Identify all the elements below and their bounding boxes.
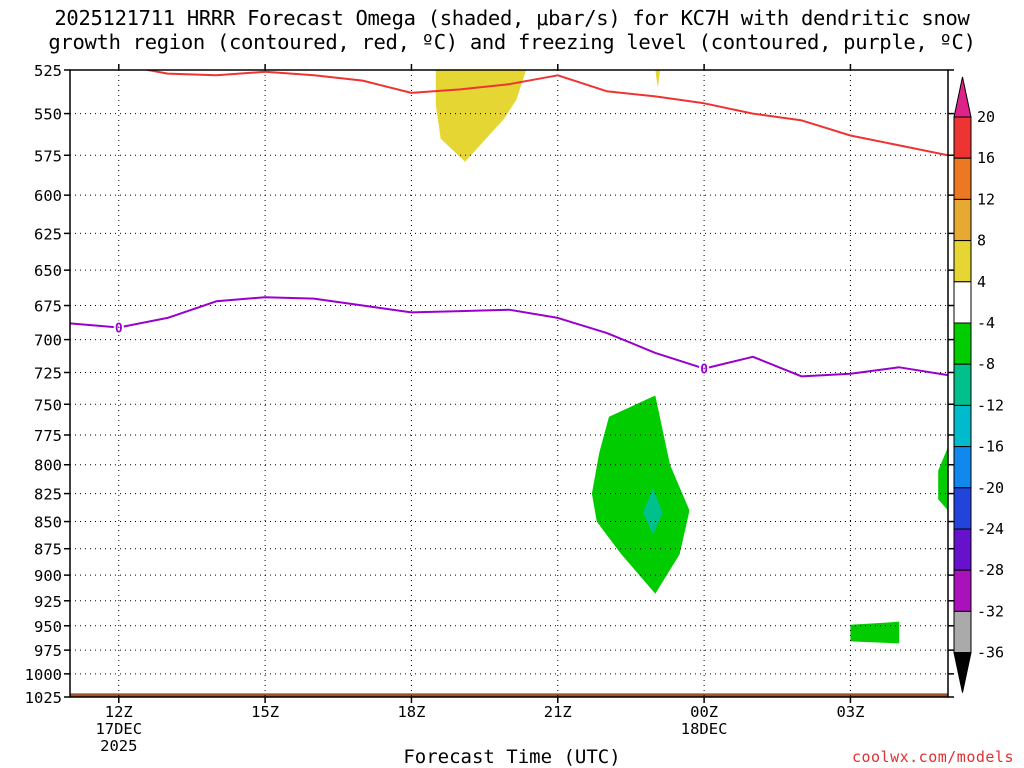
x-tick-label-21-0: 21Z (544, 703, 572, 721)
credit-link[interactable]: coolwx.com/models (851, 748, 1014, 766)
colorbar-label-6: -8 (977, 355, 995, 373)
omega-region-4 (938, 447, 948, 511)
freezing-level-contour-line (70, 296, 948, 378)
plot-frame (69, 69, 949, 698)
colorbar-label-2: 12 (977, 190, 995, 208)
title-line-2: growth region (contoured, red, ºC) and f… (48, 30, 976, 54)
y-tick-label-900: 900 (34, 567, 62, 585)
colorbar-box-9 (953, 487, 972, 530)
colorbar-box-3 (953, 240, 972, 283)
x-tick-label-12-1: 17DEC (95, 720, 142, 738)
y-tick-label-850: 850 (34, 514, 62, 532)
colorbar-label-1: 16 (977, 149, 995, 167)
colorbar-top-arrow (953, 76, 972, 118)
y-tick-label-750: 750 (34, 396, 62, 414)
y-tick-label-1000: 1000 (25, 666, 62, 684)
chart-title: 2025121711 HRRR Forecast Omega (shaded, … (0, 6, 1024, 54)
freezing-level-label-0: 0 (115, 321, 123, 336)
omega-region-2 (591, 395, 690, 594)
x-tick-label-27-0: 03Z (836, 703, 864, 721)
colorbar-label-8: -16 (977, 438, 1004, 456)
x-tick-label-18-0: 18Z (397, 703, 425, 721)
y-tick-label-950: 950 (34, 618, 62, 636)
colorbar-label-3: 8 (977, 232, 986, 250)
y-tick-label-525: 525 (34, 62, 62, 80)
colorbar-box-1 (953, 157, 972, 200)
y-tick-label-875: 875 (34, 541, 62, 559)
omega-region-0 (435, 70, 527, 162)
y-tick-label-975: 975 (34, 642, 62, 660)
colorbar-bottom-arrow (953, 652, 972, 693)
y-tick-label-675: 675 (34, 298, 62, 316)
x-axis-label: Forecast Time (UTC) (403, 746, 621, 768)
y-tick-label-650: 650 (34, 262, 62, 280)
colorbar-box-5 (953, 322, 972, 365)
colorbar-box-8 (953, 446, 972, 489)
x-tick-label-12-2: 2025 (100, 737, 137, 755)
freezing-level-label-1: 0 (700, 363, 708, 378)
freezing-label-bg-1 (699, 361, 710, 376)
colorbar-label-10: -24 (977, 520, 1004, 538)
omega-region-5 (850, 621, 900, 644)
colorbar-label-5: -4 (977, 314, 995, 332)
y-tick-label-600: 600 (34, 187, 62, 205)
y-tick-label-825: 825 (34, 486, 62, 504)
omega-region-1 (655, 70, 661, 88)
y-tick-label-575: 575 (34, 147, 62, 165)
y-tick-label-925: 925 (34, 593, 62, 611)
colorbar-label-13: -36 (977, 644, 1004, 662)
colorbar-box-0 (953, 116, 972, 159)
surface-fill (70, 693, 948, 697)
colorbar-label-4: 4 (977, 273, 986, 291)
colorbar-label-9: -20 (977, 479, 1004, 497)
plot-area (70, 70, 948, 697)
y-tick-label-800: 800 (34, 457, 62, 475)
title-line-1: 2025121711 HRRR Forecast Omega (shaded, … (54, 6, 970, 30)
colorbar-box-11 (953, 569, 972, 612)
colorbar-box-4 (953, 281, 972, 324)
colorbar-box-12 (953, 610, 972, 654)
y-tick-label-725: 725 (34, 364, 62, 382)
x-tick-label-24-0: 00Z (690, 703, 718, 721)
colorbar-label-7: -12 (977, 396, 1004, 414)
y-tick-label-700: 700 (34, 332, 62, 350)
colorbar-label-11: -28 (977, 561, 1004, 579)
colorbar-label-12: -32 (977, 602, 1004, 620)
y-tick-label-1025: 1025 (25, 689, 62, 707)
dgz-contour-line (142, 70, 948, 157)
omega-region-3 (643, 487, 663, 535)
x-tick-label-12-0: 12Z (105, 703, 133, 721)
colorbar-box-2 (953, 198, 972, 242)
colorbar-box-6 (953, 363, 972, 406)
colorbar-box-7 (953, 404, 972, 448)
y-tick-label-550: 550 (34, 106, 62, 124)
x-tick-label-15-0: 15Z (251, 703, 279, 721)
y-tick-label-625: 625 (34, 225, 62, 243)
y-tick-label-775: 775 (34, 427, 62, 445)
colorbar-box-10 (953, 528, 972, 571)
colorbar-label-0: 20 (977, 108, 995, 126)
x-tick-label-24-1: 18DEC (681, 720, 728, 738)
freezing-label-bg-0 (113, 320, 124, 335)
